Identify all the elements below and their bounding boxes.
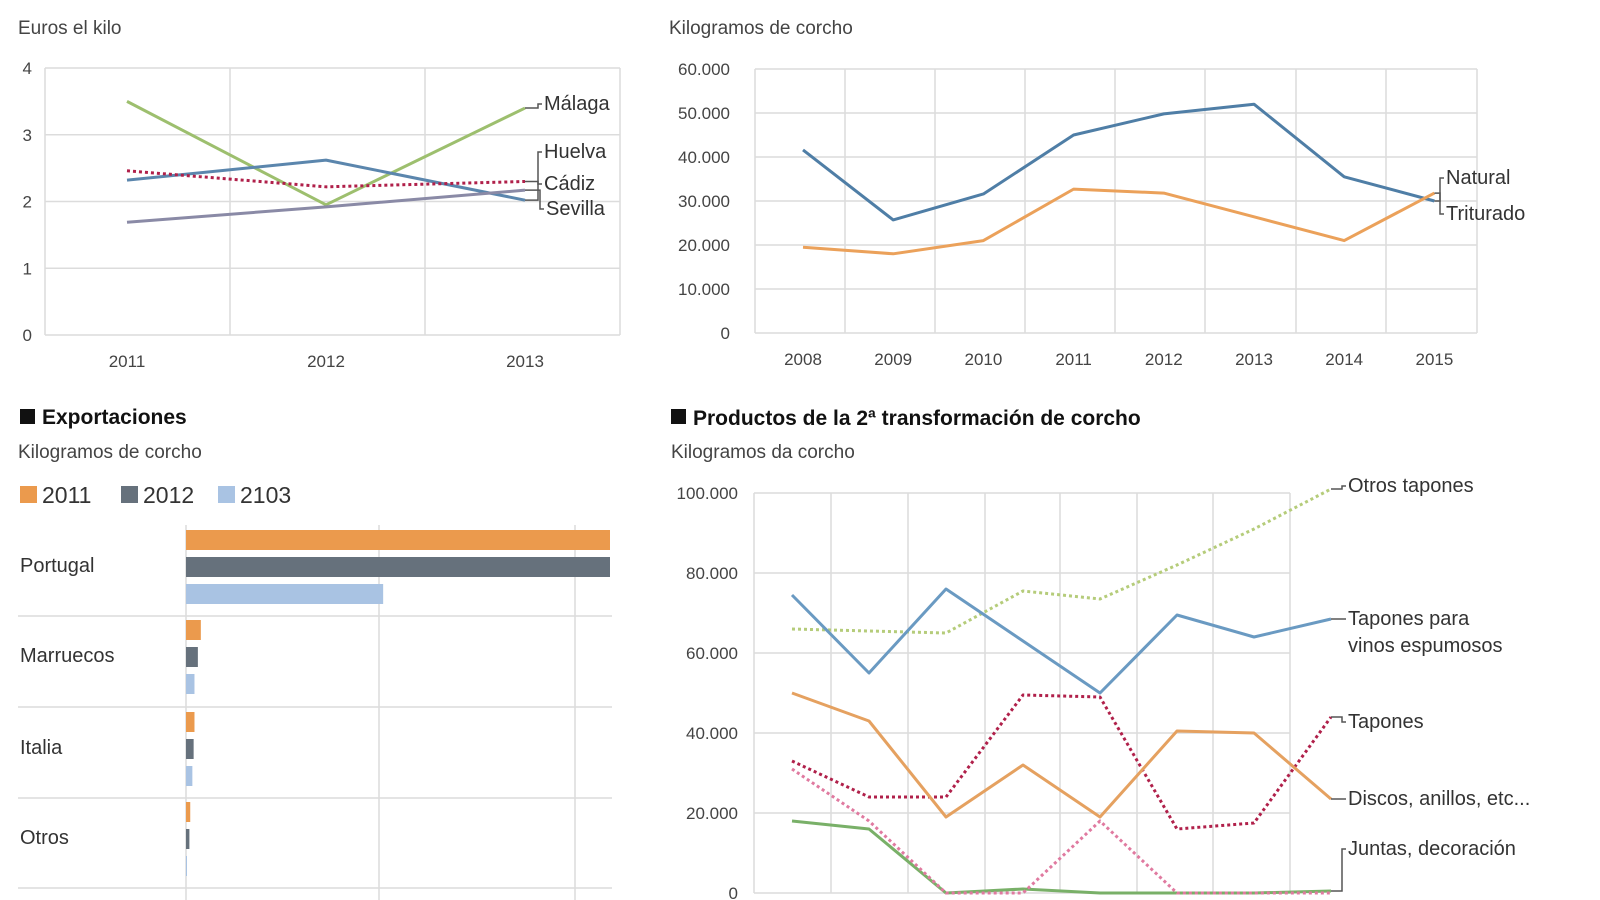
y-tick-label: 30.000 xyxy=(678,192,730,211)
bar-marruecos-2011 xyxy=(186,620,201,640)
x-tick-label: 2008 xyxy=(784,350,822,369)
y-tick-label: 40.000 xyxy=(678,148,730,167)
series-label: Tapones para vinos espumosos xyxy=(1348,608,1503,657)
series-label-leader xyxy=(525,189,544,210)
y-tick-label: 20.000 xyxy=(678,236,730,255)
x-tick-label: 2009 xyxy=(874,350,912,369)
chart-title: Productos de la 2ª transformación de cor… xyxy=(693,407,1141,430)
series-label-leader xyxy=(525,103,542,109)
y-tick-label: 80.000 xyxy=(686,564,738,583)
y-tick-label: 3 xyxy=(23,126,32,145)
x-tick-label: 2012 xyxy=(307,352,345,371)
bar-marruecos-2103 xyxy=(186,674,195,694)
series-label: Otros tapones xyxy=(1348,475,1474,497)
series-line-sevilla xyxy=(126,188,526,224)
y-tick-label: 50.000 xyxy=(678,104,730,123)
y-tick-label: 4 xyxy=(23,59,32,78)
category-label: Otros xyxy=(20,827,69,849)
chart-subtitle: Euros el kilo xyxy=(18,18,122,39)
series-label-leader xyxy=(1331,485,1346,490)
category-label: Italia xyxy=(20,737,63,759)
x-tick-label: 2013 xyxy=(1235,350,1273,369)
category-label: Marruecos xyxy=(20,645,114,667)
bar-otros-2011 xyxy=(186,802,191,822)
series-label-leader xyxy=(525,151,542,201)
bar-italia-2012 xyxy=(186,739,194,759)
x-tick-label: 2012 xyxy=(1145,350,1183,369)
chart-subtitle: Kilogramos de corcho xyxy=(18,442,202,463)
title-marker-icon xyxy=(671,409,686,424)
chart-title: Exportaciones xyxy=(42,406,187,429)
bar-chart-exportaciones: Exportaciones Kilogramos de corcho 2011 201… xyxy=(18,406,612,900)
series-line-juntas-decoraci-n xyxy=(791,819,1332,895)
series-line-5 xyxy=(791,767,1331,895)
line-chart-0: Euros el kilo 0 1 2 3 4 2011 2012 2013 Málaga Huel… xyxy=(18,18,621,371)
category-label: Portugal xyxy=(20,555,95,577)
legend-swatch xyxy=(20,486,37,503)
x-tick-label: 2014 xyxy=(1325,350,1363,369)
series-line-tapones-para-vinos-espumosos xyxy=(790,587,1332,695)
y-tick-label: 40.000 xyxy=(686,724,738,743)
x-tick-label: 2015 xyxy=(1415,350,1453,369)
series-label: Triturado xyxy=(1446,203,1525,225)
series-label: Sevilla xyxy=(546,198,606,220)
series-line-huelva xyxy=(126,158,526,202)
y-tick-label: 60.000 xyxy=(686,644,738,663)
legend-label: 2011 xyxy=(42,482,91,508)
series-label-leader xyxy=(1434,192,1444,215)
series-label: Discos, anillos, etc... xyxy=(1348,788,1530,810)
series-line-m-laga xyxy=(126,100,526,207)
bar-italia-2103 xyxy=(186,766,193,786)
y-tick-label: 10.000 xyxy=(678,280,730,299)
series-label: Natural xyxy=(1446,167,1510,189)
y-tick-label: 0 xyxy=(721,324,730,343)
line-chart-3: Productos de la 2ª transformación de cor… xyxy=(671,407,1530,900)
series-label: Tapones xyxy=(1348,711,1424,733)
legend-label: 2012 xyxy=(143,482,194,508)
y-tick-label: 0 xyxy=(729,884,738,900)
series-line-c-diz xyxy=(126,169,526,189)
series-line-otros-tapones xyxy=(791,487,1332,635)
bar-otros-2012 xyxy=(186,829,190,849)
bar-otros-2103 xyxy=(186,856,187,876)
y-tick-label: 2 xyxy=(23,193,32,212)
series-label-leader xyxy=(525,180,542,185)
x-tick-label: 2011 xyxy=(109,352,146,371)
series-label-leader xyxy=(1434,177,1444,202)
series-line-discos-anillos-etc- xyxy=(791,691,1332,819)
series-label: Huelva xyxy=(544,141,607,163)
bar-italia-2011 xyxy=(186,712,195,732)
series-line-triturado xyxy=(802,187,1436,256)
chart-subtitle: Kilogramos da corcho xyxy=(671,442,855,463)
series-label-leader xyxy=(1331,716,1346,723)
y-tick-label: 20.000 xyxy=(686,804,738,823)
y-tick-label: 60.000 xyxy=(678,60,730,79)
y-tick-label: 100.000 xyxy=(677,484,738,503)
legend-swatch xyxy=(218,486,235,503)
series-line-natural xyxy=(802,102,1435,222)
bar-portugal-2011 xyxy=(186,530,610,550)
x-tick-label: 2010 xyxy=(964,350,1002,369)
series-line-tapones xyxy=(791,693,1333,831)
line-chart-1: Kilogramos de corcho 0 10.000 20.000 30.000 4… xyxy=(669,18,1525,369)
y-tick-label: 1 xyxy=(23,259,32,278)
series-label: Cádiz xyxy=(544,173,595,195)
bar-portugal-2012 xyxy=(186,557,610,577)
bar-portugal-2103 xyxy=(186,584,384,604)
series-label-leader xyxy=(1331,848,1346,892)
title-marker-icon xyxy=(20,409,35,424)
x-tick-label: 2011 xyxy=(1055,350,1092,369)
series-label: Málaga xyxy=(544,93,610,115)
chart-subtitle: Kilogramos de corcho xyxy=(669,18,853,39)
bar-marruecos-2012 xyxy=(186,647,198,667)
x-tick-label: 2013 xyxy=(506,352,544,371)
legend-label: 2103 xyxy=(240,482,291,508)
legend-swatch xyxy=(121,486,138,503)
series-label: Juntas, decoración xyxy=(1348,838,1516,860)
y-tick-label: 0 xyxy=(23,326,32,345)
